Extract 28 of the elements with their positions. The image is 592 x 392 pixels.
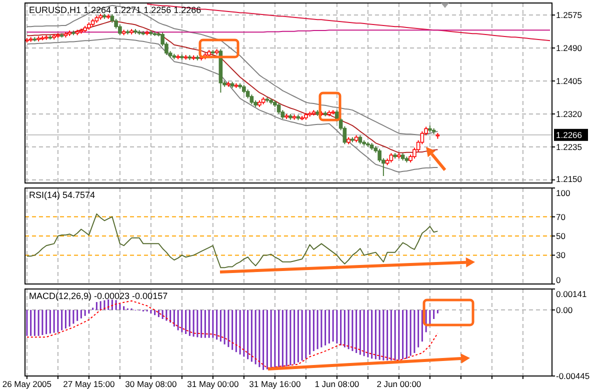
y-tick-label: 0 <box>556 275 561 285</box>
ref-line-label: 1.2266 <box>556 130 582 140</box>
y-tick-label: 50 <box>556 231 566 241</box>
line-series <box>26 38 438 173</box>
chart-title: MACD(12,26,9) -0.00023 -0.00157 <box>29 291 168 301</box>
x-tick-label: 1 Jun 08:00 <box>314 379 360 389</box>
x-tick-label: 30 May 08:00 <box>125 379 177 389</box>
x-tick-label: 26 May 2005 <box>2 379 52 389</box>
y-tick-label: 1.2490 <box>556 43 582 53</box>
y-tick-label: 70 <box>556 212 566 222</box>
y-tick-label: 1.2235 <box>556 142 582 152</box>
y-tick-label: 0.00 <box>556 304 573 315</box>
y-tick-label: -0.00445 <box>556 371 590 381</box>
chart-title: EURUSD,H1 1.2264 1.2271 1.2256 1.2266 <box>29 5 202 15</box>
x-tick-label: 27 May 15:00 <box>63 379 115 389</box>
y-tick-label: 1.2320 <box>556 108 582 119</box>
line-series <box>26 4 438 136</box>
y-tick-label: 30 <box>556 250 566 260</box>
y-tick-label: 0.00141 <box>556 289 587 299</box>
x-tick-label: 31 May 16:00 <box>249 379 301 389</box>
y-tick-label: 1.2575 <box>556 10 582 20</box>
x-tick-label: 2 Jun 00:00 <box>376 379 422 389</box>
y-tick-label: 1.2405 <box>556 76 582 86</box>
candlestick <box>389 152 394 163</box>
chart-title: RSI(14) 54.7574 <box>29 190 96 200</box>
y-tick-label: 1.2150 <box>556 174 582 184</box>
y-tick-label: 100 <box>556 188 570 198</box>
x-tick-label: 31 May 00:00 <box>187 379 239 389</box>
